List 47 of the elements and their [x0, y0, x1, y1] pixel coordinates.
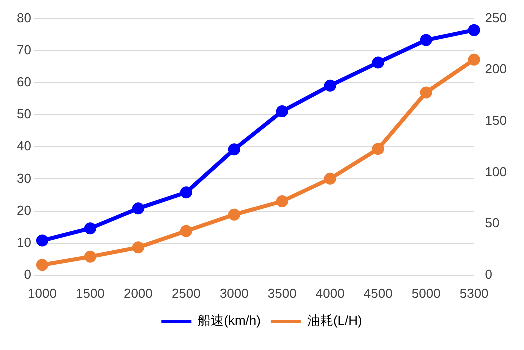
point	[468, 54, 480, 66]
y-tick-label: 80	[16, 10, 32, 26]
y-tick-label: 70	[16, 42, 32, 58]
y2-tick-label: 250	[485, 10, 508, 26]
x-tick-label: 1500	[76, 286, 105, 301]
x-tick-label: 5300	[460, 286, 489, 301]
x-tick-label: 4000	[316, 286, 345, 301]
point	[84, 222, 96, 235]
point	[228, 208, 240, 221]
x-tick-label: 4500	[364, 286, 393, 301]
point	[132, 202, 144, 215]
point	[132, 242, 144, 254]
point	[36, 259, 48, 272]
y-tick-label: 20	[16, 202, 32, 218]
point	[180, 225, 192, 238]
y-tick-label: 0	[24, 266, 32, 282]
point	[180, 186, 192, 199]
y2-tick-label: 150	[485, 113, 508, 128]
point	[228, 144, 240, 156]
y2-tick-label: 50	[485, 216, 500, 231]
x-tick-label: 5000	[412, 286, 441, 301]
point	[420, 34, 432, 46]
x-tick-label: 3500	[268, 286, 297, 301]
point	[84, 250, 96, 263]
point	[276, 196, 288, 208]
point	[324, 172, 336, 185]
point	[36, 234, 48, 247]
legend-label: 油耗(L/H)	[307, 313, 362, 328]
y-tick-label: 60	[16, 74, 32, 90]
point	[468, 24, 480, 36]
x-tick-label: 2500	[172, 286, 201, 301]
point	[420, 86, 432, 99]
x-tick-label: 2000	[124, 286, 153, 301]
y2-tick-label: 100	[485, 164, 508, 180]
x-tick-label: 3000	[220, 286, 249, 301]
point	[324, 80, 336, 92]
y-tick-label: 40	[16, 138, 32, 154]
point	[372, 56, 384, 69]
y2-tick-label: 0	[485, 266, 493, 282]
point	[372, 143, 384, 156]
y-tick-label: 10	[16, 234, 32, 250]
y2-tick-label: 200	[485, 62, 508, 77]
x-tick-label: 1000	[28, 286, 57, 301]
point	[276, 105, 288, 118]
legend-label: 船速(km/h)	[198, 313, 261, 328]
y-tick-label: 30	[16, 170, 32, 186]
y-tick-label: 50	[16, 106, 32, 122]
